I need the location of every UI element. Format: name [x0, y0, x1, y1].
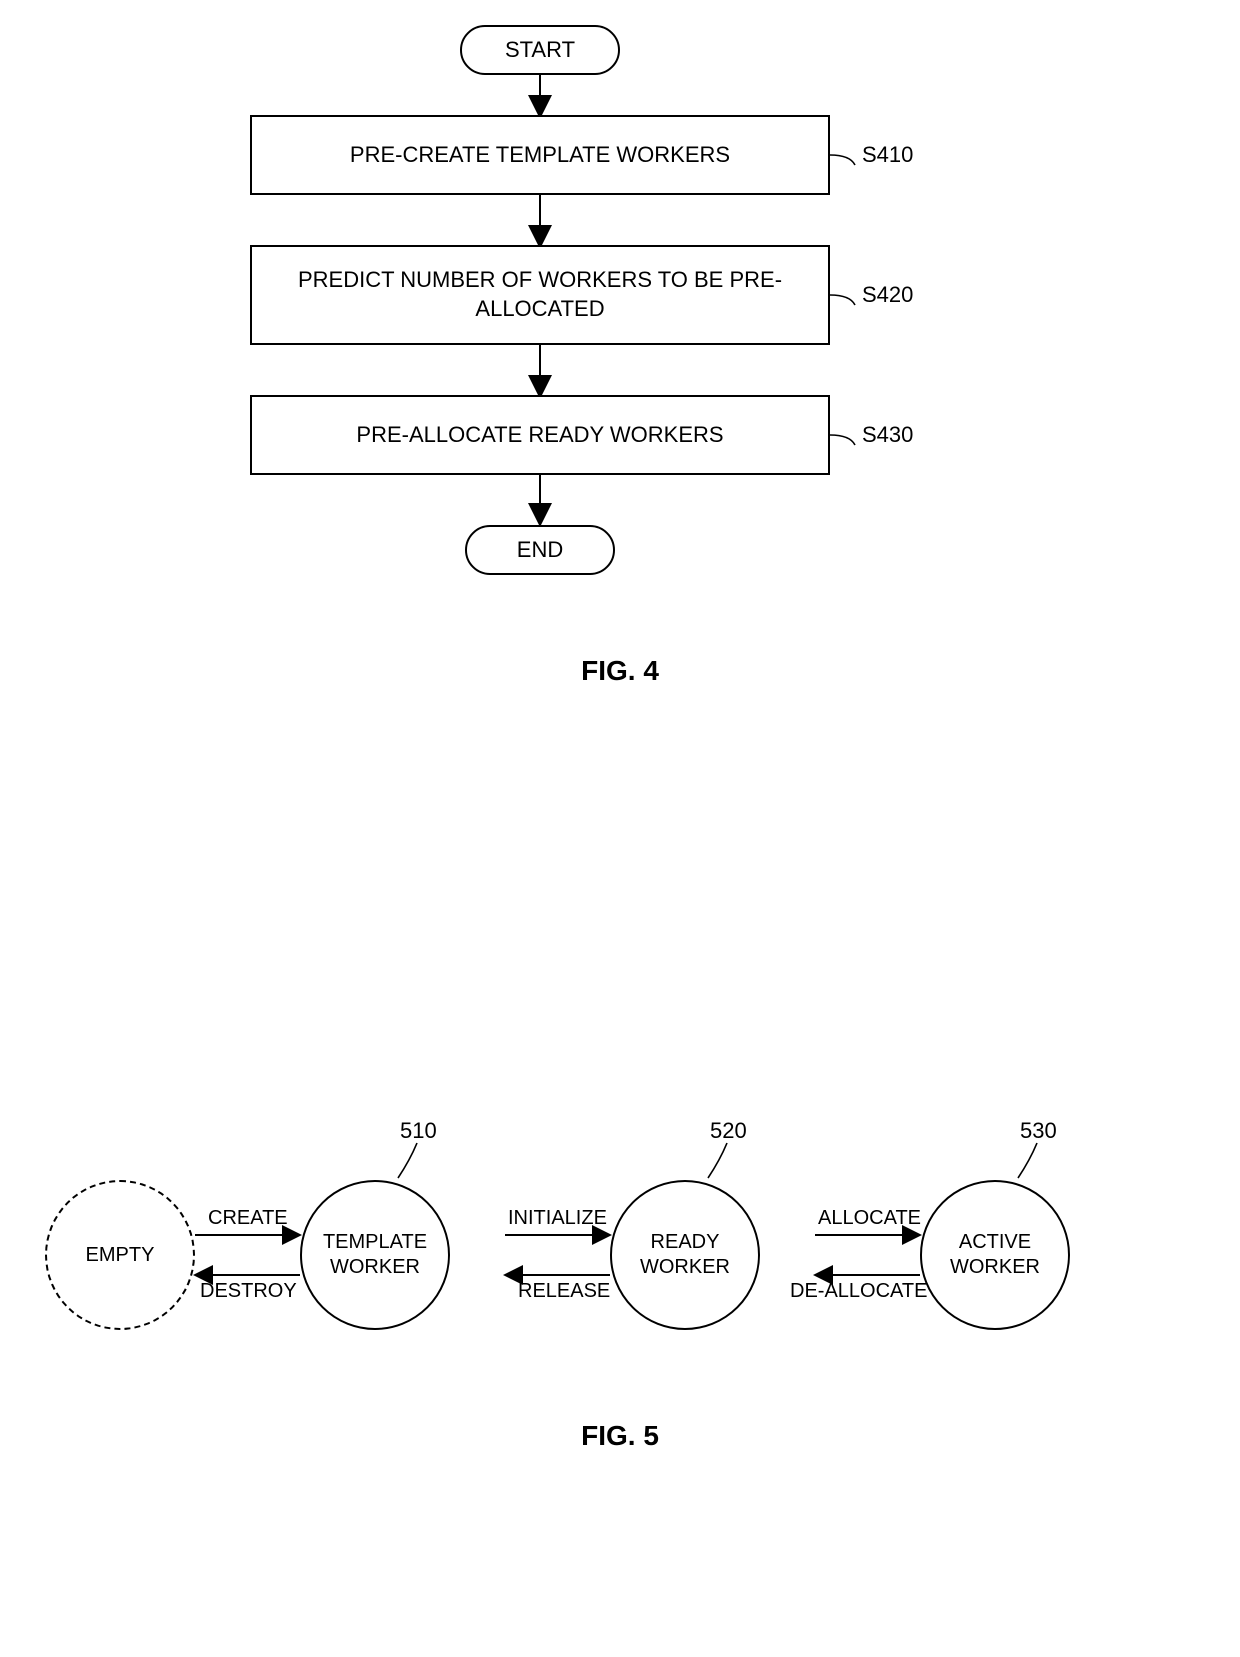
edge-create-text: CREATE	[208, 1207, 288, 1229]
state-empty: EMPTY	[45, 1180, 195, 1330]
edge-create: CREATE	[208, 1207, 288, 1230]
fig5-caption-text: FIG. 5	[581, 1420, 659, 1451]
edge-release: RELEASE	[518, 1280, 610, 1303]
state-empty-label: EMPTY	[86, 1244, 155, 1267]
ref-530: 530	[1020, 1118, 1057, 1144]
edge-destroy: DESTROY	[200, 1280, 297, 1303]
ref-520-text: 520	[710, 1118, 747, 1143]
state-ready-label: READY WORKER	[612, 1230, 758, 1280]
edge-deallocate: DE-ALLOCATE	[790, 1280, 927, 1303]
fig5-caption: FIG. 5	[0, 1420, 1240, 1452]
ref-510: 510	[400, 1118, 437, 1144]
state-ready: READY WORKER	[610, 1180, 760, 1330]
ref-510-text: 510	[400, 1118, 437, 1143]
state-active: ACTIVE WORKER	[920, 1180, 1070, 1330]
state-template: TEMPLATE WORKER	[300, 1180, 450, 1330]
edge-destroy-text: DESTROY	[200, 1280, 297, 1302]
state-active-label: ACTIVE WORKER	[922, 1230, 1068, 1280]
page-container: START PRE-CREATE TEMPLATE WORKERS S410 P…	[0, 0, 1240, 1657]
ref-520: 520	[710, 1118, 747, 1144]
ref-530-text: 530	[1020, 1118, 1057, 1143]
edge-allocate: ALLOCATE	[818, 1207, 921, 1230]
edge-initialize: INITIALIZE	[508, 1207, 607, 1230]
edge-allocate-text: ALLOCATE	[818, 1207, 921, 1229]
edge-deallocate-text: DE-ALLOCATE	[790, 1280, 927, 1302]
fig5-arrows	[0, 0, 1240, 1657]
edge-release-text: RELEASE	[518, 1280, 610, 1302]
edge-initialize-text: INITIALIZE	[508, 1207, 607, 1229]
state-template-label: TEMPLATE WORKER	[302, 1230, 448, 1280]
